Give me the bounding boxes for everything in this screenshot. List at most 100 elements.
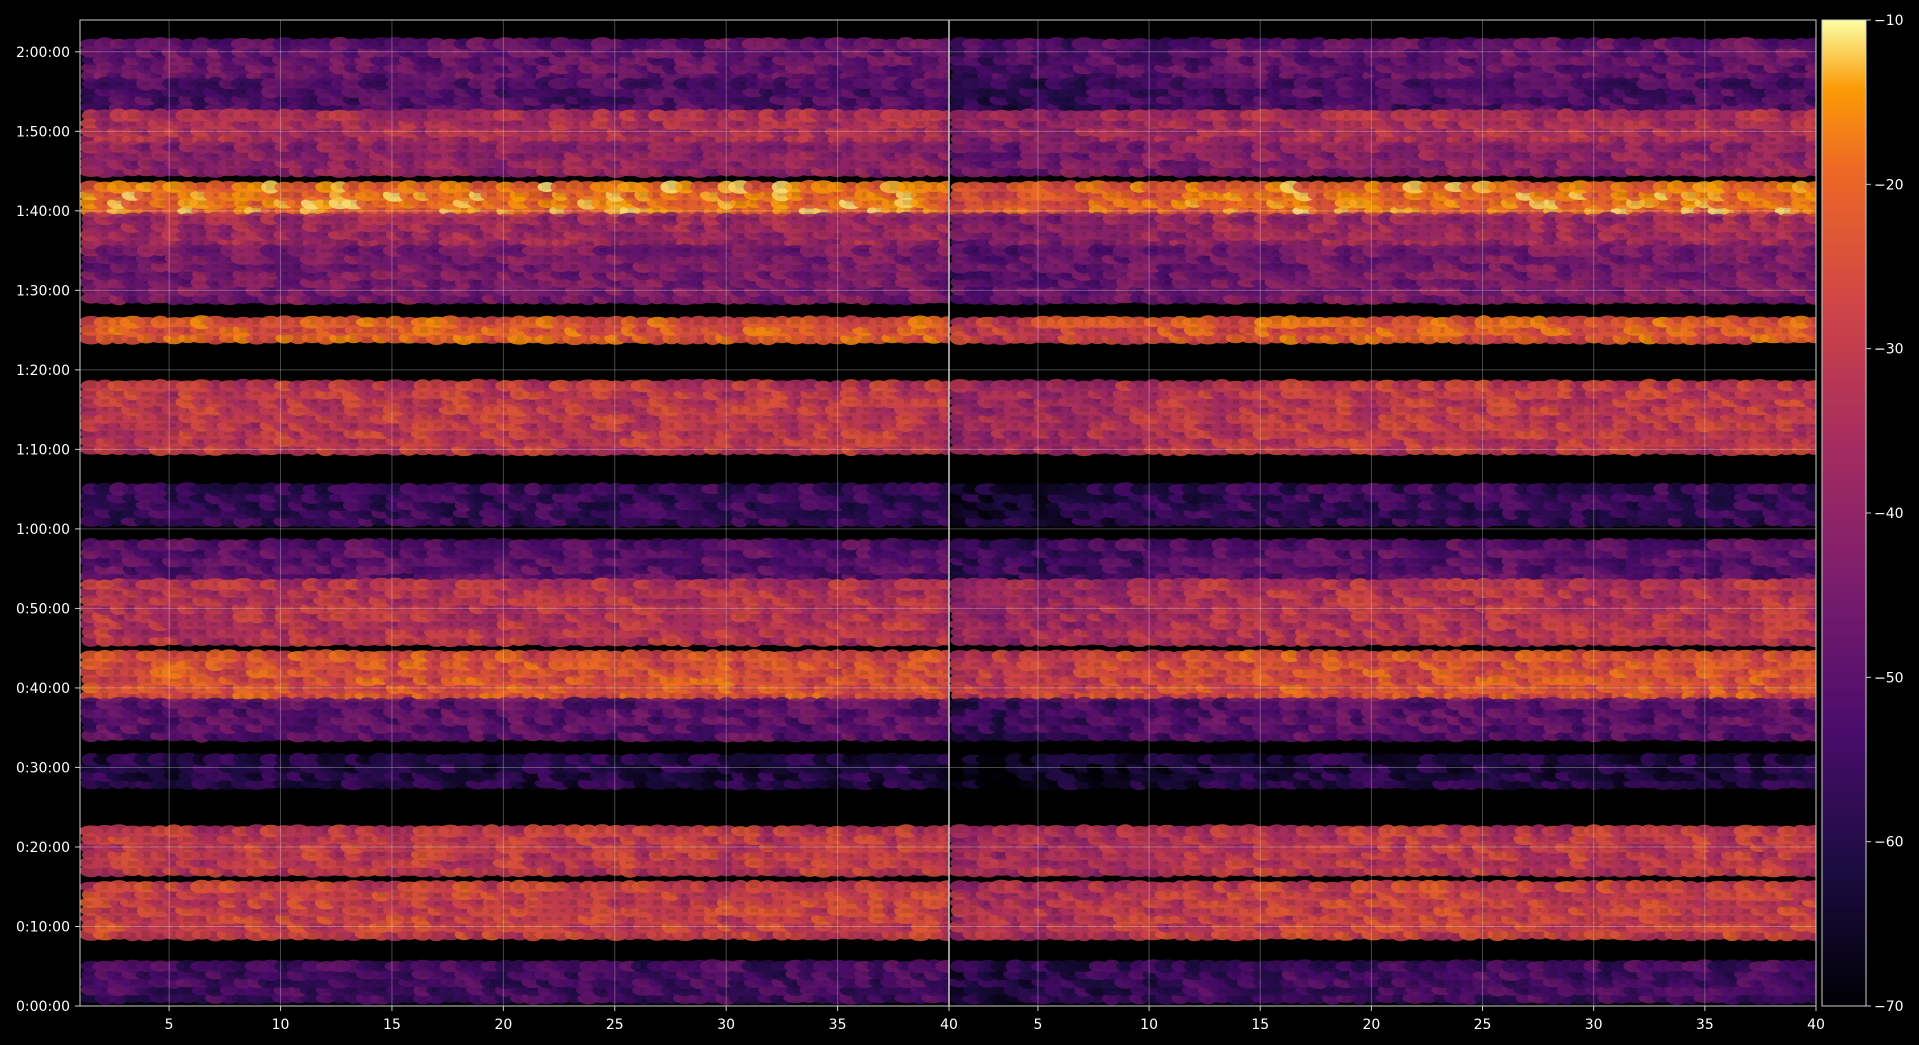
heat-cell xyxy=(772,140,792,155)
heat-cell xyxy=(660,211,683,226)
heat-cell xyxy=(440,292,461,305)
heat-cell xyxy=(454,316,474,328)
heat-cell xyxy=(799,395,820,408)
heat-cell xyxy=(757,54,779,66)
heat-cell xyxy=(841,379,861,393)
heat-cell xyxy=(315,181,337,193)
heat-cell xyxy=(759,86,778,97)
heatmap-panel-left xyxy=(80,20,950,1007)
heat-cell xyxy=(799,243,820,258)
heat-cell xyxy=(165,212,183,226)
heat-cell xyxy=(620,284,640,297)
heat-cell xyxy=(896,482,916,496)
heat-cell xyxy=(937,54,949,66)
heat-cell xyxy=(550,284,572,297)
heat-cell xyxy=(934,140,949,154)
heat-cell xyxy=(895,443,917,456)
heat-cell xyxy=(439,180,462,194)
heat-cell xyxy=(923,243,944,258)
heat-cell xyxy=(330,236,350,250)
heat-cell xyxy=(192,78,212,90)
heat-cell xyxy=(744,515,765,527)
heat-cell xyxy=(633,94,655,105)
heat-cell xyxy=(634,212,653,226)
heat-cell xyxy=(883,482,902,496)
heat-cell xyxy=(206,482,225,496)
heat-cell xyxy=(827,149,847,161)
heat-cell xyxy=(495,181,516,193)
heat-cell xyxy=(260,109,281,122)
heat-cell xyxy=(274,188,295,202)
heat-cell xyxy=(372,324,391,336)
heat-cell xyxy=(936,180,949,194)
heat-cell xyxy=(703,443,723,455)
heat-cell xyxy=(896,244,916,257)
heat-cell xyxy=(371,76,392,91)
heat-cell xyxy=(81,253,101,264)
heat-cell xyxy=(136,243,156,258)
heat-cell xyxy=(745,213,764,225)
heat-cell xyxy=(717,243,737,258)
heat-cell xyxy=(868,228,890,242)
heat-cell xyxy=(426,140,447,155)
heat-cell xyxy=(343,140,364,154)
heat-cell xyxy=(715,379,739,392)
heat-cell xyxy=(730,387,751,401)
heat-cell xyxy=(938,482,949,496)
heat-cell xyxy=(936,515,949,527)
heat-cell xyxy=(855,379,875,393)
heat-cell xyxy=(935,212,949,225)
heat-cell xyxy=(385,315,405,329)
heat-cell xyxy=(454,181,474,193)
heat-cell xyxy=(177,269,198,280)
heat-cell xyxy=(716,507,737,519)
heat-cell xyxy=(150,396,170,407)
heat-cell xyxy=(275,164,294,178)
heat-cell xyxy=(439,315,462,330)
heat-cell xyxy=(148,253,172,264)
heat-cell xyxy=(482,180,502,194)
heat-cell xyxy=(730,213,751,225)
heat-cell xyxy=(273,435,296,447)
heat-cell xyxy=(330,553,349,568)
heat-cell xyxy=(536,252,558,265)
heat-cell xyxy=(620,316,639,329)
heat-cell xyxy=(247,181,267,193)
heat-cell xyxy=(634,483,654,495)
heat-cell xyxy=(618,62,642,74)
heat-cell xyxy=(151,427,170,440)
heat-cell xyxy=(177,77,199,91)
heat-cell xyxy=(189,379,214,393)
heat-cell xyxy=(592,108,613,123)
heat-cell xyxy=(149,482,171,496)
heat-cell xyxy=(563,482,586,496)
heat-cell xyxy=(771,180,793,194)
heat-cell xyxy=(95,435,115,447)
heat-cell xyxy=(371,93,392,106)
heat-cell xyxy=(330,220,350,233)
heat-cell xyxy=(205,140,226,154)
heat-cell xyxy=(329,252,350,265)
heat-cell xyxy=(203,243,228,258)
heat-cell xyxy=(590,37,614,51)
heat-cell xyxy=(673,140,697,154)
heat-cell xyxy=(397,76,421,91)
heat-cell xyxy=(137,150,156,161)
heat-cell xyxy=(427,490,446,504)
heat-cell xyxy=(288,332,309,345)
heat-cell xyxy=(813,411,833,424)
heat-cell xyxy=(177,283,199,297)
heat-cell xyxy=(923,315,944,329)
heat-cell xyxy=(937,380,949,391)
heat-cell xyxy=(246,38,267,50)
heat-cell xyxy=(275,268,294,281)
heat-cell xyxy=(260,165,281,177)
heat-cell xyxy=(730,76,751,91)
heat-cell xyxy=(148,37,173,51)
heat-cell xyxy=(137,211,156,226)
heat-cell xyxy=(218,157,241,169)
heat-cell xyxy=(275,108,294,123)
heat-cell xyxy=(355,317,379,328)
heat-cell xyxy=(524,482,543,496)
heat-cell xyxy=(537,189,557,201)
